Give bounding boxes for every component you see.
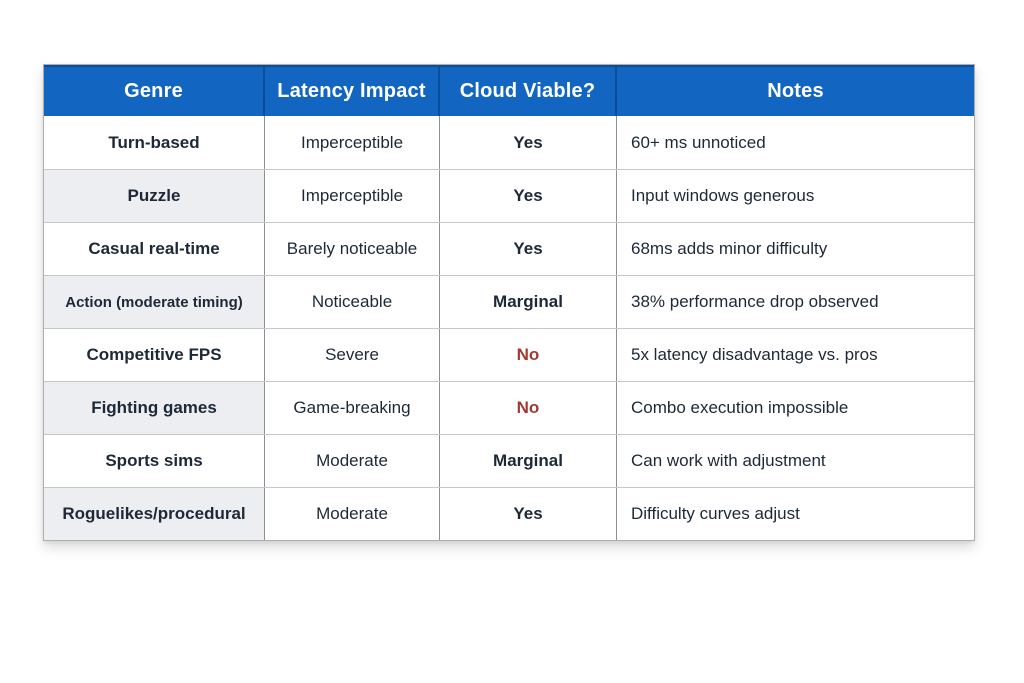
viable-cell: Yes bbox=[440, 488, 617, 540]
table-body: Turn-based Imperceptible Yes 60+ ms unno… bbox=[44, 116, 974, 540]
latency-cell: Imperceptible bbox=[265, 170, 440, 222]
latency-cell: Barely noticeable bbox=[265, 223, 440, 275]
latency-cell: Noticeable bbox=[265, 276, 440, 328]
table-header-row: Genre Latency Impact Cloud Viable? Notes bbox=[44, 65, 974, 116]
genre-cell: Sports sims bbox=[44, 435, 265, 487]
notes-cell: 5x latency disadvantage vs. pros bbox=[617, 329, 974, 381]
table-row: Fighting games Game-breaking No Combo ex… bbox=[44, 381, 974, 434]
table-row: Puzzle Imperceptible Yes Input windows g… bbox=[44, 169, 974, 222]
notes-cell: Can work with adjustment bbox=[617, 435, 974, 487]
viable-cell: No bbox=[440, 329, 617, 381]
genre-cell: Puzzle bbox=[44, 170, 265, 222]
notes-cell: 60+ ms unnoticed bbox=[617, 116, 974, 169]
header-cell-viable: Cloud Viable? bbox=[440, 67, 617, 116]
latency-cell: Game-breaking bbox=[265, 382, 440, 434]
genre-cell: Fighting games bbox=[44, 382, 265, 434]
table-row: Sports sims Moderate Marginal Can work w… bbox=[44, 434, 974, 487]
header-cell-latency: Latency Impact bbox=[265, 67, 440, 116]
genre-cell: Roguelikes/procedural bbox=[44, 488, 265, 540]
viable-cell: No bbox=[440, 382, 617, 434]
notes-cell: 38% performance drop observed bbox=[617, 276, 974, 328]
table-row: Action (moderate timing) Noticeable Marg… bbox=[44, 275, 974, 328]
latency-impact-table: Genre Latency Impact Cloud Viable? Notes… bbox=[43, 64, 975, 541]
latency-cell: Moderate bbox=[265, 488, 440, 540]
viable-cell: Yes bbox=[440, 170, 617, 222]
table-row: Casual real-time Barely noticeable Yes 6… bbox=[44, 222, 974, 275]
latency-cell: Moderate bbox=[265, 435, 440, 487]
genre-cell: Turn-based bbox=[44, 116, 265, 169]
notes-cell: Combo execution impossible bbox=[617, 382, 974, 434]
latency-cell: Severe bbox=[265, 329, 440, 381]
viable-cell: Marginal bbox=[440, 435, 617, 487]
viable-cell: Yes bbox=[440, 116, 617, 169]
table-row: Turn-based Imperceptible Yes 60+ ms unno… bbox=[44, 116, 974, 169]
viable-cell: Marginal bbox=[440, 276, 617, 328]
notes-cell: Difficulty curves adjust bbox=[617, 488, 974, 540]
viable-cell: Yes bbox=[440, 223, 617, 275]
table-row: Roguelikes/procedural Moderate Yes Diffi… bbox=[44, 487, 974, 540]
table-row: Competitive FPS Severe No 5x latency dis… bbox=[44, 328, 974, 381]
latency-cell: Imperceptible bbox=[265, 116, 440, 169]
notes-cell: 68ms adds minor difficulty bbox=[617, 223, 974, 275]
notes-cell: Input windows generous bbox=[617, 170, 974, 222]
genre-cell: Casual real-time bbox=[44, 223, 265, 275]
header-cell-notes: Notes bbox=[767, 80, 824, 102]
header-cell-genre: Genre bbox=[44, 67, 265, 116]
genre-cell: Competitive FPS bbox=[44, 329, 265, 381]
genre-cell: Action (moderate timing) bbox=[44, 276, 265, 328]
